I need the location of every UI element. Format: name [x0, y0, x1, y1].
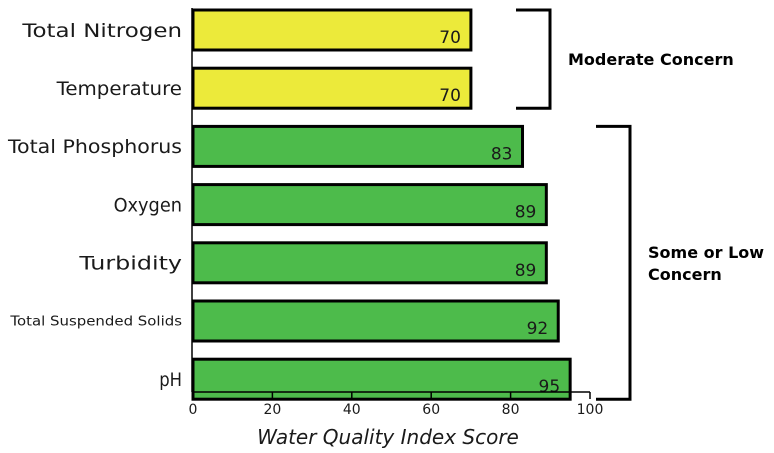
value-label-oxygen: 89 — [515, 203, 537, 223]
value-label-total-suspended-solids: 92 — [527, 319, 549, 339]
x-tick-label-100: 100 — [577, 402, 604, 418]
x-axis-title: Water Quality Index Score — [257, 425, 519, 449]
x-tick-label-80: 80 — [502, 402, 520, 418]
x-tick-label-40: 40 — [343, 402, 361, 418]
category-label-ph: pH — [159, 369, 182, 391]
category-label-total-phosphorus: Total Phosphorus — [7, 136, 182, 158]
bar-total-nitrogen — [191, 8, 473, 52]
value-label-temperature: 70 — [439, 86, 461, 106]
bracket-group-1 — [516, 8, 552, 110]
category-labels: Total Nitrogen Temperature Total Phosphoru… — [7, 20, 182, 391]
x-tick-label-0: 0 — [189, 402, 198, 418]
category-label-total-nitrogen: Total Nitrogen — [21, 20, 182, 42]
group-label-1-line-1: Moderate Concern — [568, 50, 734, 69]
category-label-temperature: Temperature — [56, 78, 182, 100]
bracket-group-2 — [596, 124, 632, 401]
bars-layer: 70 70 83 89 89 92 95 — [191, 8, 572, 401]
x-tick-label-20: 20 — [263, 402, 281, 418]
bar-oxygen — [191, 183, 548, 227]
group-label-2-line-1: Some or Low — [648, 243, 764, 262]
x-tick-label-60: 60 — [422, 402, 440, 418]
x-axis: 0 20 40 60 80 100 — [189, 8, 604, 418]
group-brackets: Moderate Concern Some or Low Concern — [516, 8, 764, 401]
value-label-total-phosphorus: 83 — [491, 144, 513, 164]
value-label-turbidity: 89 — [515, 261, 537, 281]
bar-turbidity — [191, 241, 548, 285]
category-label-turbidity: Turbidity — [78, 253, 182, 275]
category-label-total-suspended-solids: Total Suspended Solids — [9, 315, 182, 330]
group-label-2-line-2: Concern — [648, 265, 722, 284]
category-label-oxygen: Oxygen — [114, 194, 182, 216]
bar-total-phosphorus — [191, 124, 525, 168]
bar-temperature — [191, 66, 473, 110]
value-label-ph: 95 — [539, 377, 561, 397]
value-label-total-nitrogen: 70 — [439, 28, 461, 48]
bar-total-suspended-solids — [191, 299, 560, 343]
bar-ph — [191, 357, 572, 401]
